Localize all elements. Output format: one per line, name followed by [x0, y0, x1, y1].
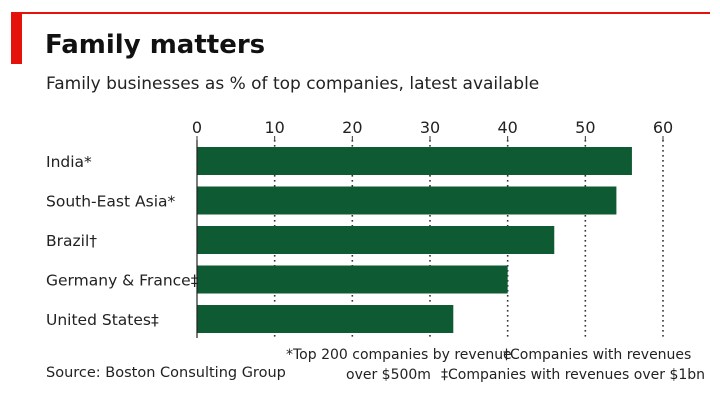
- category-label: South-East Asia*: [46, 193, 175, 211]
- category-label: Brazil†: [46, 232, 97, 250]
- footnote-top200-cont: over $500m: [346, 367, 431, 383]
- category-label: United States‡: [46, 311, 159, 329]
- bar: [197, 147, 632, 175]
- category-label: Germany & France‡: [46, 272, 199, 290]
- chart-subtitle: Family businesses as % of top companies,…: [46, 74, 540, 94]
- source-note: Source: Boston Consulting Group: [46, 365, 286, 381]
- x-tick-label: 60: [653, 118, 673, 137]
- x-tick-label: 50: [575, 118, 595, 137]
- footnote-top200: *Top 200 companies by revenue: [286, 347, 512, 363]
- bar: [197, 305, 454, 333]
- x-tick-label: 0: [192, 118, 202, 137]
- bar: [197, 186, 617, 215]
- x-tick-label: 40: [497, 118, 517, 137]
- x-tick-label: 20: [342, 118, 362, 137]
- accent-bar: [11, 12, 22, 64]
- bar: [197, 226, 555, 254]
- footnote-dagger: †Companies with revenues: [503, 347, 692, 363]
- bar: [197, 265, 508, 294]
- x-tick-label: 10: [264, 118, 284, 137]
- chart-title: Family matters: [45, 30, 266, 60]
- category-label: India*: [46, 153, 92, 171]
- footnote-double-dagger: ‡Companies with revenues over $1bn: [441, 367, 706, 383]
- x-tick-label: 30: [420, 118, 440, 137]
- top-rule: [22, 12, 710, 14]
